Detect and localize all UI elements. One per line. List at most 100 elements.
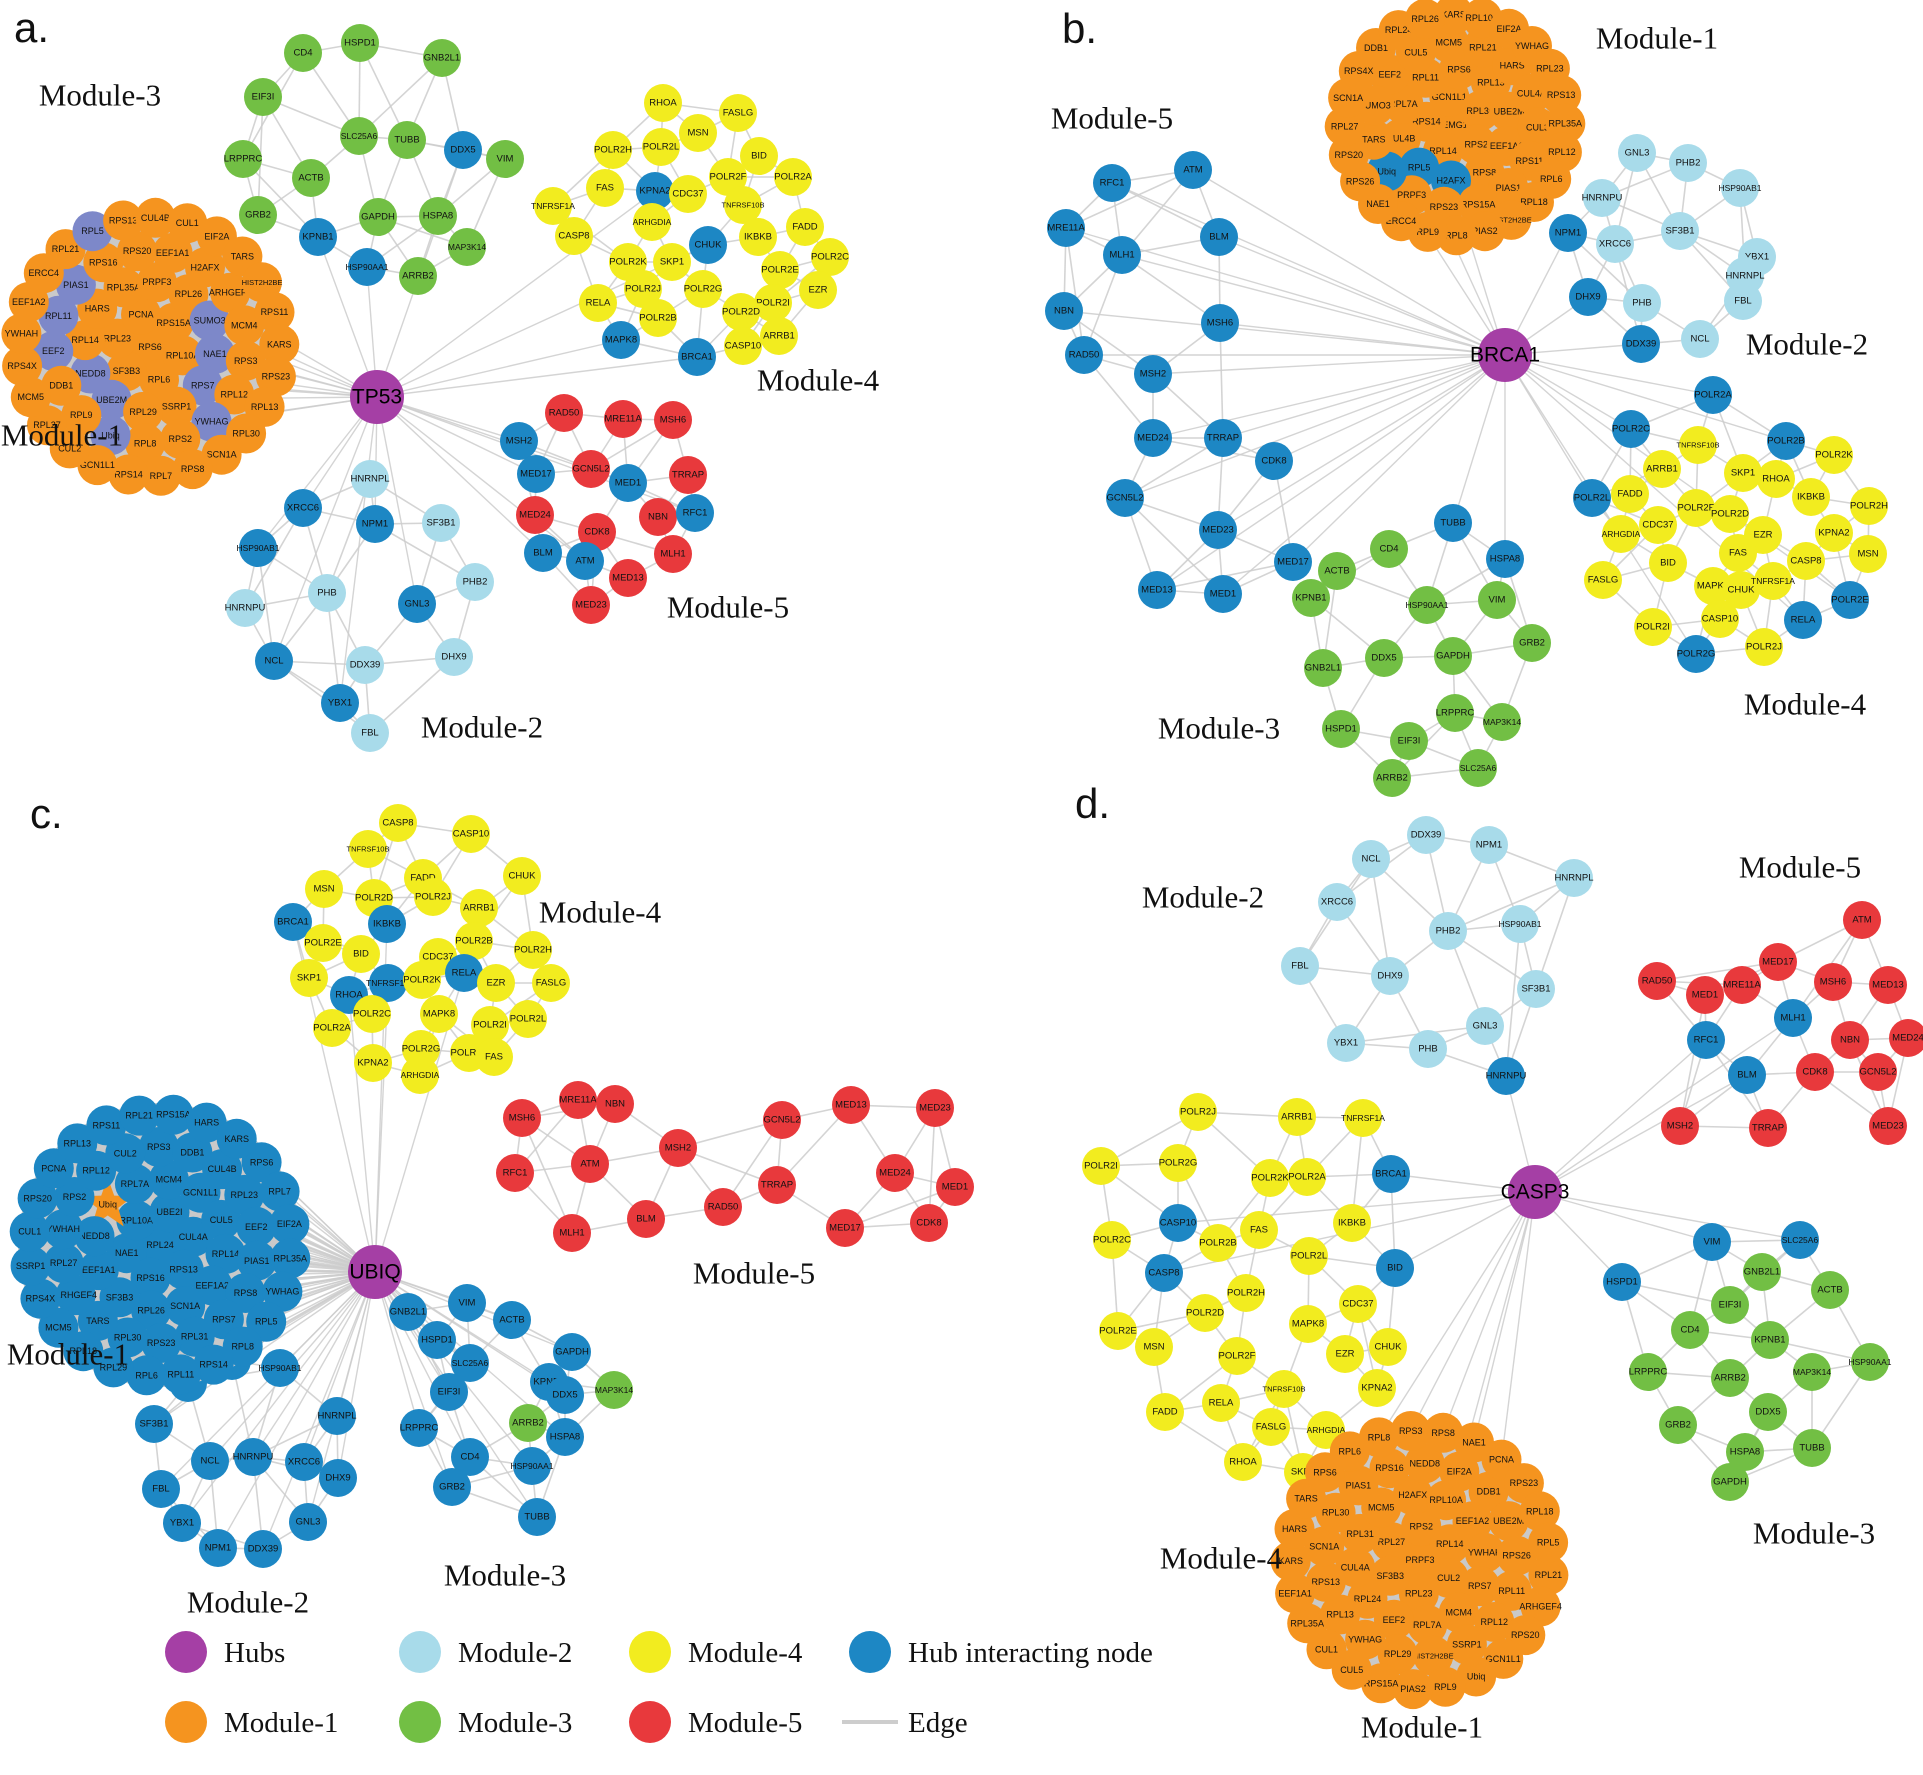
node-label-DDB1: DDB1 bbox=[180, 1148, 204, 1158]
node-NBN bbox=[1831, 1021, 1869, 1059]
edge bbox=[252, 1271, 376, 1458]
node-label-ARRB2: ARRB2 bbox=[402, 271, 434, 282]
node-label-RPS14: RPS14 bbox=[199, 1360, 228, 1370]
node-label-RFC1: RFC1 bbox=[503, 1168, 528, 1179]
node-label-SLC25A6: SLC25A6 bbox=[452, 1358, 489, 1368]
node-ACTB bbox=[292, 159, 330, 197]
edge bbox=[1152, 354, 1506, 375]
node-label-FAS: FAS bbox=[1729, 548, 1747, 559]
node-FBL bbox=[351, 714, 389, 752]
node-label-RPS15A: RPS15A bbox=[1364, 1678, 1399, 1688]
edge bbox=[1111, 182, 1506, 356]
node-PHB2 bbox=[456, 563, 494, 601]
node-label-POLR2A: POLR2A bbox=[774, 172, 812, 183]
node-label-PHB2: PHB2 bbox=[463, 577, 488, 588]
node-RPS8 bbox=[1423, 1412, 1464, 1453]
node-label-RPL35A: RPL35A bbox=[1290, 1618, 1324, 1628]
node-label-YBX1: YBX1 bbox=[1334, 1038, 1358, 1049]
node-label-RPL18: RPL18 bbox=[1526, 1506, 1554, 1516]
node-label-BID: BID bbox=[353, 949, 369, 960]
node-NPM1 bbox=[356, 505, 394, 543]
node-TUBB bbox=[518, 1498, 556, 1536]
node-label-RPL14: RPL14 bbox=[1436, 1539, 1464, 1549]
node-TNFRSF1A bbox=[534, 187, 572, 225]
edge bbox=[1500, 1191, 1536, 1460]
edge bbox=[1121, 254, 1506, 356]
node-HSPA8 bbox=[419, 197, 457, 235]
node-label-ERCC4: ERCC4 bbox=[1386, 216, 1417, 226]
node-label-MED24: MED24 bbox=[1892, 1033, 1923, 1044]
node-label-NEDD8: NEDD8 bbox=[79, 1231, 110, 1241]
node-POLR2G bbox=[1159, 1144, 1197, 1182]
node-label-POLR2I: POLR2I bbox=[1084, 1161, 1118, 1172]
node-label-H2AFX: H2AFX bbox=[1436, 176, 1465, 186]
node-RPS11 bbox=[254, 292, 295, 333]
node-POLR2I bbox=[471, 1006, 509, 1044]
node-label-FBL: FBL bbox=[361, 728, 378, 739]
node-label-CHUK: CHUK bbox=[1728, 585, 1756, 596]
node-label-KPNB1: KPNB1 bbox=[1295, 593, 1326, 604]
node-CDK8 bbox=[910, 1204, 948, 1242]
node-IKBKB bbox=[739, 218, 777, 256]
node-label-MRE11A: MRE11A bbox=[604, 414, 642, 425]
node-POLR2L bbox=[1290, 1237, 1328, 1275]
module-label-a-module-2: Module-2 bbox=[421, 710, 543, 745]
node-YBX1 bbox=[163, 1504, 201, 1542]
node-HSP90AB1 bbox=[1721, 169, 1759, 207]
node-label-ERCC4: ERCC4 bbox=[29, 268, 60, 278]
node-label-CASP10: CASP10 bbox=[725, 341, 761, 352]
node-label-TNFRSF1A: TNFRSF1A bbox=[1751, 576, 1795, 586]
edge bbox=[1219, 322, 1224, 439]
edge bbox=[928, 1107, 936, 1224]
node-RAD50 bbox=[704, 1188, 742, 1226]
module-a-module-2: HNRNPL XRCC6 NPM1 SF3B1 HSP90AB1 PHB PHB2 HNRNP… bbox=[225, 460, 494, 752]
node-label-IKBKB: IKBKB bbox=[1797, 492, 1825, 503]
node-label-RPL11: RPL11 bbox=[167, 1369, 194, 1379]
node-label-PCNA: PCNA bbox=[1489, 1455, 1514, 1465]
edges-layer bbox=[29, 42, 1909, 1550]
labels-layer: a. Module-3 Module-4 Module-2 Module-5 Module… bbox=[1, 4, 1875, 1745]
node-GRB2 bbox=[433, 1468, 471, 1506]
node-HSP90AB1 bbox=[261, 1349, 299, 1387]
node-POLR2K bbox=[1251, 1159, 1289, 1197]
node-YBX1 bbox=[321, 684, 359, 722]
node-MSH2 bbox=[500, 422, 538, 460]
node-BID bbox=[1649, 544, 1687, 582]
edge bbox=[1345, 1025, 1486, 1044]
node-CUL2 bbox=[1428, 1557, 1469, 1598]
node-MSH6 bbox=[1814, 963, 1852, 1001]
hub-node-TP53 bbox=[350, 370, 404, 424]
node-label-CD4: CD4 bbox=[1680, 1325, 1699, 1336]
node-label-POLR2A: POLR2A bbox=[1694, 390, 1732, 401]
node-MSH2 bbox=[659, 1129, 697, 1167]
node-RPS26 bbox=[1496, 1535, 1537, 1576]
node-label-POLR2K: POLR2K bbox=[1815, 450, 1853, 461]
node-XRCC6 bbox=[285, 1443, 323, 1481]
node-DDB1 bbox=[172, 1132, 213, 1173]
node-SLC25A6 bbox=[1781, 1221, 1819, 1259]
node-label-RPS11: RPS11 bbox=[92, 1120, 120, 1130]
node-label-FASLG: FASLG bbox=[723, 108, 754, 119]
node-ARRB1 bbox=[760, 317, 798, 355]
node-label-MAP3K14: MAP3K14 bbox=[1793, 1367, 1832, 1377]
node-label-CASP10: CASP10 bbox=[1702, 614, 1738, 625]
node-label-MAP3K14: MAP3K14 bbox=[448, 242, 487, 252]
node-NPM1 bbox=[1470, 826, 1508, 864]
node-MAP3K14 bbox=[595, 1371, 633, 1409]
node-MED17 bbox=[517, 455, 555, 493]
node-YWHAH bbox=[43, 1209, 84, 1250]
node-label-RPL13: RPL13 bbox=[1326, 1610, 1354, 1620]
node-label-RPL26: RPL26 bbox=[1411, 14, 1439, 24]
node-label-RPL24: RPL24 bbox=[1354, 1594, 1382, 1604]
node-XRCC6 bbox=[1318, 883, 1356, 921]
node-TNFRSF10B bbox=[724, 186, 762, 224]
node-MSN bbox=[679, 114, 717, 152]
node-PHB bbox=[1623, 284, 1661, 322]
node-label-RPL10A: RPL10A bbox=[120, 1215, 154, 1225]
node-label-RPL35A: RPL35A bbox=[274, 1253, 308, 1263]
node-label-SCN1A: SCN1A bbox=[1309, 1541, 1339, 1551]
node-label-IKBKB: IKBKB bbox=[373, 919, 401, 930]
node-label-ARHGEF4: ARHGEF4 bbox=[54, 1290, 97, 1300]
node-label-H2AFX: H2AFX bbox=[1398, 1490, 1427, 1500]
node-ARHGDIA bbox=[633, 203, 671, 241]
